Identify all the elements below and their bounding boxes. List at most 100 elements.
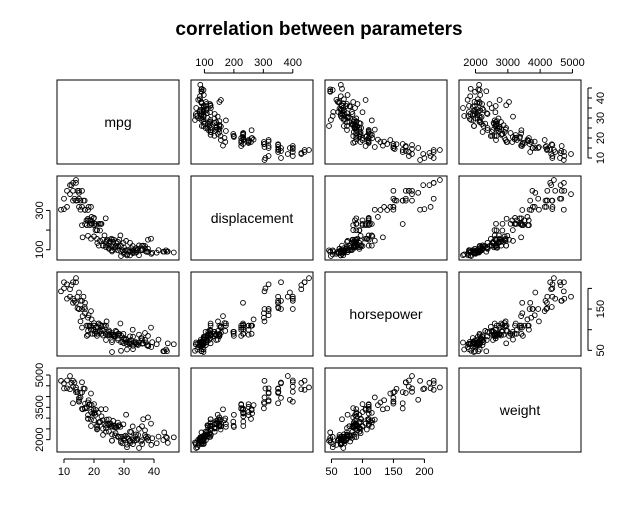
point-horsepower-weight-98 (561, 279, 567, 286)
point-displacement-weight-143 (493, 227, 500, 234)
panel-weight-vs-horsepower (324, 367, 448, 453)
point-weight-horsepower-129 (402, 390, 409, 396)
point-mpg-displacement-145 (207, 125, 214, 131)
point-horsepower-mpg-95 (61, 279, 67, 286)
point-horsepower-mpg-124 (148, 324, 154, 331)
point-weight-mpg-130 (74, 388, 81, 395)
point-displacement-mpg-109 (103, 244, 109, 251)
point-weight-displacement-142 (218, 416, 224, 423)
point-horsepower-mpg-93 (64, 295, 70, 302)
point-displacement-horsepower-74 (381, 204, 387, 210)
point-weight-horsepower-98 (430, 377, 437, 384)
point-displacement-horsepower-83 (371, 206, 378, 213)
point-horsepower-weight-83 (536, 318, 542, 325)
point-mpg-weight-126 (519, 141, 526, 147)
point-mpg-displacement-49 (213, 124, 220, 131)
point-horsepower-mpg-149 (127, 333, 133, 340)
point-weight-horsepower-116 (329, 444, 336, 451)
point-horsepower-weight-139 (499, 328, 505, 334)
point-displacement-mpg-103 (85, 215, 91, 222)
panel-grid: mpg displacement horsepower weight 100 200 300… (34, 57, 607, 478)
point-horsepower-displacement-148 (200, 333, 207, 340)
point-mpg-weight-135 (471, 123, 477, 129)
point-horsepower-mpg-105 (91, 322, 97, 329)
point-mpg-displacement-91 (284, 151, 291, 157)
point-weight-mpg-149 (127, 428, 133, 435)
point-horsepower-displacement-96 (262, 285, 269, 292)
point-displacement-mpg-99 (73, 180, 79, 186)
point-weight-horsepower-96 (421, 385, 428, 392)
point-weight-horsepower-79 (393, 385, 400, 392)
point-mpg-weight-74 (531, 138, 538, 145)
point-displacement-mpg-138 (112, 244, 118, 251)
point-weight-displacement-151 (216, 423, 223, 430)
point-displacement-mpg-126 (82, 221, 88, 227)
point-mpg-weight-130 (544, 146, 551, 152)
point-weight-horsepower-85 (390, 398, 397, 405)
variable-label-horsepower: horsepower (349, 306, 422, 322)
point-horsepower-weight-97 (560, 288, 567, 295)
point-mpg-weight-54 (518, 127, 525, 134)
point-horsepower-mpg-148 (130, 333, 136, 340)
point-weight-mpg-126 (82, 405, 88, 412)
point-displacement-weight-120 (460, 252, 466, 259)
point-mpg-displacement-98 (301, 149, 308, 155)
point-weight-mpg-71 (88, 423, 94, 429)
point-horsepower-displacement-126 (240, 299, 246, 306)
point-horsepower-displacement-74 (265, 312, 272, 319)
point-horsepower-mpg-120 (136, 339, 142, 346)
point-weight-mpg-147 (124, 434, 130, 440)
point-mpg-displacement-142 (218, 137, 224, 143)
point-weight-mpg-123 (145, 414, 151, 421)
point-horsepower-displacement-105 (249, 322, 255, 329)
point-mpg-weight-58 (518, 130, 525, 137)
point-weight-displacement-103 (248, 416, 254, 422)
point-displacement-weight-91 (568, 191, 574, 197)
point-weight-mpg-75 (85, 412, 91, 418)
point-mpg-horsepower-0 (337, 81, 344, 88)
point-weight-mpg-120 (136, 445, 142, 451)
point-weight-mpg-137 (121, 435, 127, 442)
point-displacement-weight-81 (518, 234, 524, 241)
point-horsepower-weight-67 (526, 326, 532, 333)
point-mpg-weight-151 (492, 123, 498, 129)
point-weight-mpg-138 (112, 424, 118, 431)
point-weight-displacement-104 (245, 409, 252, 415)
point-mpg-weight-94 (549, 153, 556, 159)
point-mpg-horsepower-144 (357, 129, 364, 135)
point-displacement-weight-148 (475, 247, 481, 253)
point-weight-displacement-124 (218, 420, 224, 427)
point-displacement-weight-128 (541, 204, 548, 210)
points-displacement-vs-weight (460, 177, 574, 259)
point-displacement-horsepower-92 (420, 182, 427, 188)
point-weight-mpg-89 (70, 400, 76, 407)
point-weight-displacement-57 (240, 413, 247, 420)
point-horsepower-mpg-34 (121, 335, 127, 341)
tick-label-top-weight-4000: 4000 (528, 57, 552, 69)
point-mpg-horsepower-132 (426, 150, 433, 156)
point-displacement-weight-103 (503, 215, 510, 222)
point-horsepower-displacement-95 (278, 279, 284, 286)
point-displacement-weight-71 (493, 220, 499, 227)
point-weight-displacement-89 (275, 400, 281, 407)
point-displacement-horsepower-127 (377, 207, 384, 213)
point-horsepower-mpg-122 (142, 337, 148, 343)
point-mpg-horsepower-56 (350, 129, 357, 135)
point-displacement-horsepower-95 (430, 195, 437, 202)
point-weight-mpg-92 (67, 386, 73, 393)
point-horsepower-weight-66 (513, 330, 520, 337)
point-horsepower-displacement-88 (306, 275, 312, 281)
points-weight-vs-horsepower (326, 373, 443, 451)
point-weight-displacement-78 (261, 405, 267, 412)
point-horsepower-mpg-119 (133, 339, 139, 345)
point-displacement-mpg-81 (79, 234, 86, 241)
point-mpg-displacement-84 (265, 145, 272, 151)
point-weight-mpg-129 (77, 390, 84, 396)
point-mpg-horsepower-143 (353, 133, 360, 139)
point-mpg-displacement-146 (207, 117, 214, 123)
point-mpg-horsepower-92 (420, 151, 427, 157)
point-horsepower-weight-37 (468, 347, 475, 354)
point-displacement-horsepower-100 (415, 189, 422, 196)
point-weight-horsepower-130 (409, 388, 415, 395)
panel-weight-vs-displacement (190, 367, 314, 453)
